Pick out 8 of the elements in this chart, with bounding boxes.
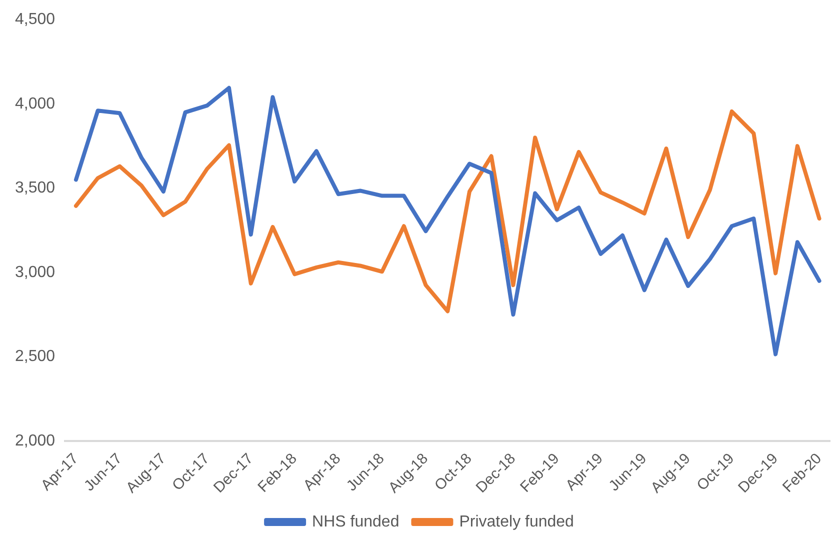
legend-label: NHS funded [312,513,400,530]
y-tick-label: 2,500 [14,348,56,366]
y-tick-label: 2,000 [14,432,56,450]
y-tick-label: 3,000 [14,264,56,281]
y-tick-label: 4,500 [14,11,56,28]
legend-label: Privately funded [459,513,574,530]
y-tick-label: 4,000 [14,95,56,112]
y-tick-label: 3,500 [14,180,56,197]
